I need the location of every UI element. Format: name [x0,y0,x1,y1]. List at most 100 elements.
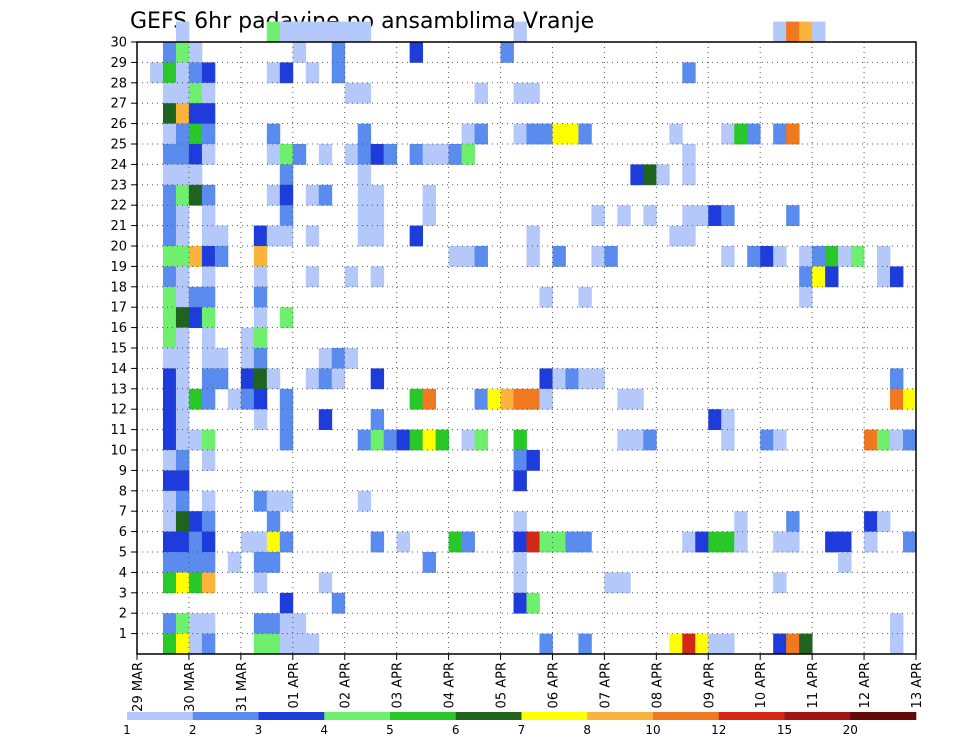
heatmap-cell [851,246,865,267]
heatmap-cell [227,388,242,410]
heatmap-cell [162,286,177,308]
heatmap-cell [474,82,488,104]
heatmap-cell [253,572,268,594]
heatmap-cell [864,511,878,532]
heatmap-cell [175,429,190,451]
heatmap-cell [578,368,592,390]
y-tick-label: 26 [110,117,127,132]
heatmap-cell [162,429,177,451]
heatmap-cell [162,246,177,267]
heatmap-cell [487,388,501,410]
x-axis: 29 MAR 30 MAR 31 MAR 01 APR 02 APR 03 APR 04 A… [131,654,925,712]
heatmap-cell [162,388,177,410]
heatmap-cell [175,205,190,226]
heatmap-cell [812,266,826,288]
heatmap-cell [214,368,229,390]
heatmap-cell [370,144,385,165]
heatmap-cell [188,62,203,84]
heatmap-cell [175,511,190,532]
y-tick-label: 16 [110,321,127,336]
heatmap-cell [253,307,268,328]
y-axis: 1234567891011121314151617181920212223242… [110,36,137,642]
heatmap-cell [253,633,268,655]
heatmap-cell [240,348,255,369]
heatmap-cell [331,42,346,63]
y-tick-label: 6 [119,525,127,540]
x-tick-label: 06 APR [546,662,561,708]
heatmap-cell [461,429,475,451]
heatmap-cell [526,592,540,614]
heatmap-cell [526,450,540,471]
heatmap-cell [617,429,631,451]
heatmap-cell [513,450,527,471]
colorbar-swatch [587,712,654,720]
heatmap-cell [825,266,839,288]
heatmap-cell [201,307,216,328]
heatmap-cell [513,21,527,43]
heatmap-cell [188,531,203,553]
heatmap-cell [188,429,203,451]
heatmap-cell [799,246,813,267]
heatmap-cell [175,531,190,553]
heatmap-cell [162,103,177,124]
heatmap-cell [162,368,177,390]
heatmap-cell [370,368,385,390]
heatmap-cell [162,184,177,206]
heatmap-cell [201,246,216,267]
heatmap-cell [877,246,891,267]
heatmap-cell [162,613,177,634]
heatmap-cell [669,123,683,145]
heatmap-cell [201,103,216,124]
heatmap-cell [162,205,177,226]
heatmap-cell [591,368,605,390]
heatmap-cell [253,531,268,553]
heatmap-cell [695,205,709,226]
heatmap-cell [734,123,748,145]
heatmap-cell [162,633,177,655]
x-tick-label: 12 APR [858,662,873,708]
heatmap-cell [279,429,294,451]
heatmap-cell [253,348,268,369]
heatmap-cell [838,552,852,573]
heatmap-cell [552,531,566,553]
heatmap-cell [786,123,800,145]
heatmap-cell [162,572,177,594]
colorbar-swatch [718,712,785,720]
heatmap-cell [175,613,190,634]
heatmap-cell [500,388,514,410]
heatmap-cell [357,144,372,165]
heatmap-cell [188,633,203,655]
heatmap-cell [201,144,216,165]
heatmap-cell [708,633,722,655]
heatmap-cell [344,82,359,104]
heatmap-cell [838,246,852,267]
heatmap-cell [526,225,540,247]
heatmap-cell [721,531,735,553]
heatmap-cell [253,368,268,390]
heatmap-cell [578,123,592,145]
y-tick-label: 17 [110,301,127,316]
heatmap-cell [682,62,696,84]
heatmap-cell [708,205,722,226]
heatmap-cell [201,511,216,532]
heatmap-cell [162,470,177,492]
x-tick-label: 08 APR [650,662,665,708]
heatmap-cell [552,368,566,390]
y-tick-label: 20 [110,240,127,255]
heatmap-cell [201,450,216,471]
heatmap-cell [539,286,553,308]
heatmap-cell [318,21,333,43]
heatmap-cell [175,348,190,369]
heatmap-cell [734,511,748,532]
heatmap-cell [344,144,359,165]
heatmap-cell [253,409,268,430]
heatmap-cell [890,266,904,288]
heatmap-cell [682,144,696,165]
heatmap-cell [240,388,255,410]
heatmap-cell [682,164,696,186]
heatmap-cell [526,123,540,145]
heatmap-cell [175,490,190,512]
heatmap-cell [162,409,177,430]
y-tick-label: 28 [110,76,127,91]
